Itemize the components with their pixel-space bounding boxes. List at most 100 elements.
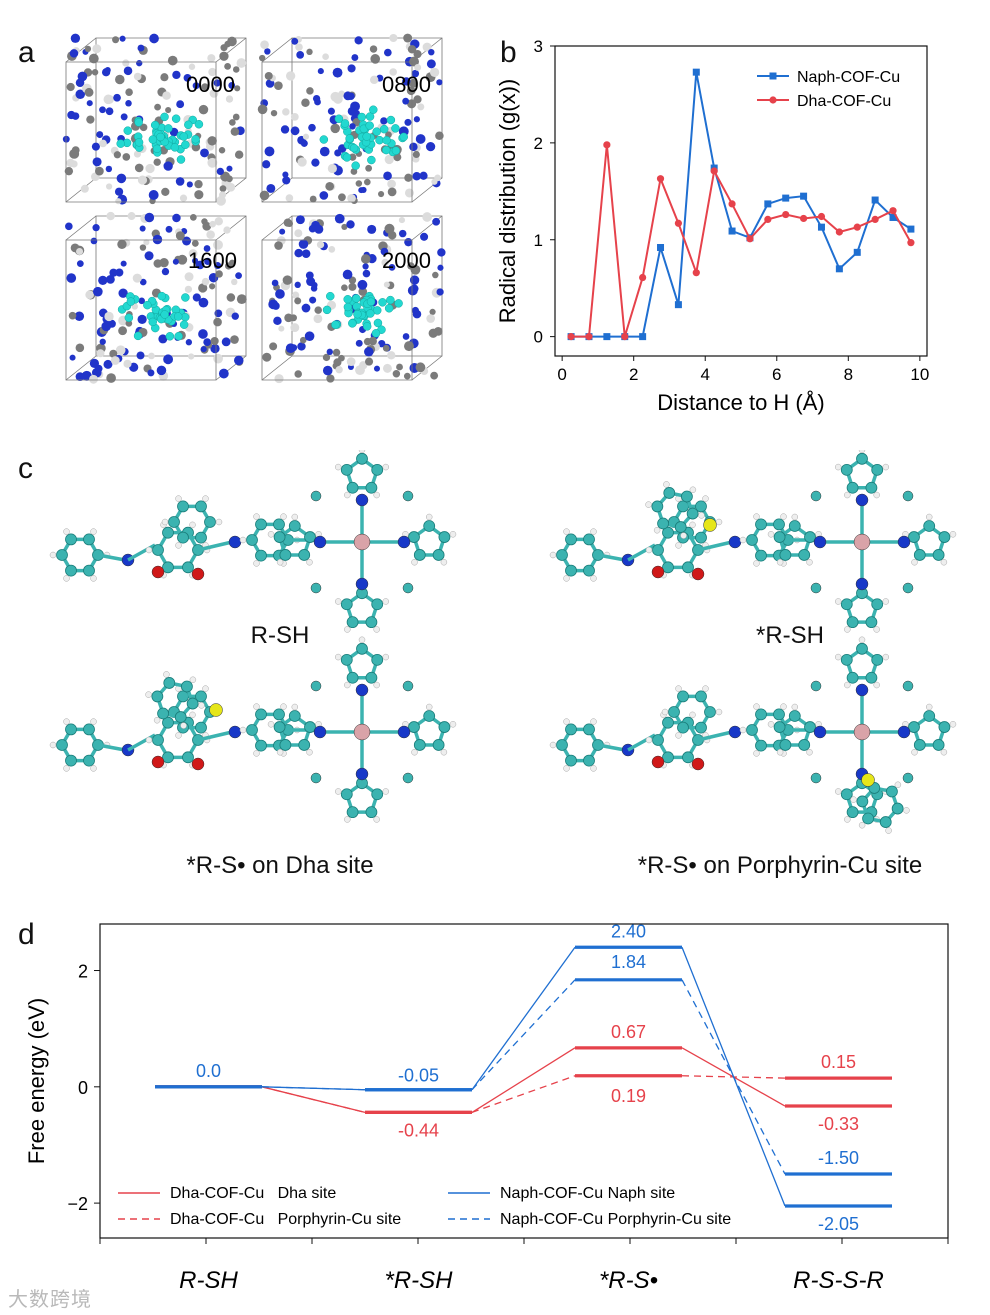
data-point xyxy=(585,333,593,341)
carbon-atom xyxy=(310,772,322,784)
atom xyxy=(153,158,161,166)
x-axis-label: Distance to H (Å) xyxy=(657,390,825,415)
hydrogen-atom xyxy=(949,721,957,728)
carbon-atom xyxy=(65,533,77,546)
solute-atom xyxy=(148,317,157,327)
atom xyxy=(388,264,396,271)
data-point xyxy=(639,333,647,341)
nitrogen-atom xyxy=(897,535,911,549)
atom xyxy=(123,359,132,368)
solute-atom xyxy=(345,134,354,143)
atom xyxy=(95,166,104,176)
carbon-atom xyxy=(195,500,207,513)
carbon-atom xyxy=(152,734,164,746)
atom xyxy=(362,269,371,278)
carbon-atom xyxy=(402,582,414,594)
carbon-atom xyxy=(371,788,384,801)
atom xyxy=(425,141,436,152)
carbon-atom xyxy=(773,531,786,543)
carbon-atom xyxy=(871,598,884,611)
x-category-label: R-S-S-R xyxy=(793,1267,884,1294)
atom xyxy=(231,278,238,286)
atom xyxy=(412,171,421,181)
carbon-atom xyxy=(56,739,68,751)
atom xyxy=(125,88,133,97)
atom xyxy=(218,146,226,154)
atom xyxy=(348,276,357,284)
nitrogen-atom xyxy=(855,493,869,507)
carbon-atom xyxy=(871,463,884,476)
x-tick-label: 4 xyxy=(700,365,709,384)
solute-atom xyxy=(194,119,204,129)
solute-atom xyxy=(372,306,382,315)
carbon-atom xyxy=(83,754,95,767)
carbon-atom xyxy=(186,697,199,710)
hydrogen-atom xyxy=(189,521,196,529)
solute-atom xyxy=(160,310,169,319)
atom xyxy=(278,325,285,332)
atom xyxy=(93,286,103,297)
atom xyxy=(223,226,231,234)
atom xyxy=(284,313,293,323)
atom xyxy=(104,311,114,322)
y-tick-label: 2 xyxy=(78,962,88,982)
solute-atom xyxy=(334,114,344,124)
atom xyxy=(269,342,278,351)
carbon-atom xyxy=(865,671,878,684)
atom xyxy=(113,151,122,159)
atom xyxy=(98,275,108,286)
hydrogen-atom xyxy=(411,558,418,566)
hydrogen-atom xyxy=(280,703,287,710)
atom xyxy=(165,107,172,114)
hydrogen-atom xyxy=(334,463,342,471)
atom xyxy=(75,89,86,99)
carbon-atom xyxy=(423,520,436,532)
solute-atom xyxy=(399,132,408,142)
atom xyxy=(194,179,203,189)
atom xyxy=(334,213,345,224)
x-tick-label: 0 xyxy=(557,365,566,384)
atom xyxy=(189,213,197,221)
solute-atom xyxy=(373,318,383,328)
atom xyxy=(290,113,299,121)
data-point xyxy=(603,333,611,341)
atom xyxy=(84,87,94,97)
carbon-atom xyxy=(246,534,258,546)
atom xyxy=(92,157,102,167)
carbon-atom xyxy=(402,490,414,502)
atom xyxy=(75,343,85,353)
atom xyxy=(295,215,305,225)
atom xyxy=(274,81,283,91)
hydrogen-atom xyxy=(645,546,653,554)
atom xyxy=(230,127,240,136)
solute-atom xyxy=(386,295,395,305)
energy-value-label: 2.40 xyxy=(611,921,646,941)
atom xyxy=(415,362,426,373)
atom xyxy=(103,94,114,105)
carbon-atom xyxy=(662,716,674,729)
atom xyxy=(378,339,386,348)
atom xyxy=(295,43,303,51)
hydrogen-atom xyxy=(382,653,390,661)
hydrogen-atom xyxy=(382,463,390,471)
carbon-atom xyxy=(340,463,353,476)
atom xyxy=(387,351,396,360)
hydrogen-atom xyxy=(702,495,709,502)
hydrogen-atom xyxy=(844,626,851,633)
atom xyxy=(231,312,239,320)
atom xyxy=(234,85,241,92)
box-edge xyxy=(65,37,247,203)
atom xyxy=(96,349,105,358)
atom xyxy=(136,60,143,67)
carbon-atom xyxy=(152,544,164,556)
carbon-atom xyxy=(356,452,368,465)
atom xyxy=(290,126,300,136)
atom xyxy=(426,59,436,69)
atom xyxy=(214,217,223,226)
atom xyxy=(413,50,422,59)
box-edge xyxy=(65,239,217,381)
carbon-atom xyxy=(865,481,878,494)
atom xyxy=(113,93,121,102)
carbon-atom xyxy=(157,707,169,720)
atom xyxy=(406,86,416,96)
